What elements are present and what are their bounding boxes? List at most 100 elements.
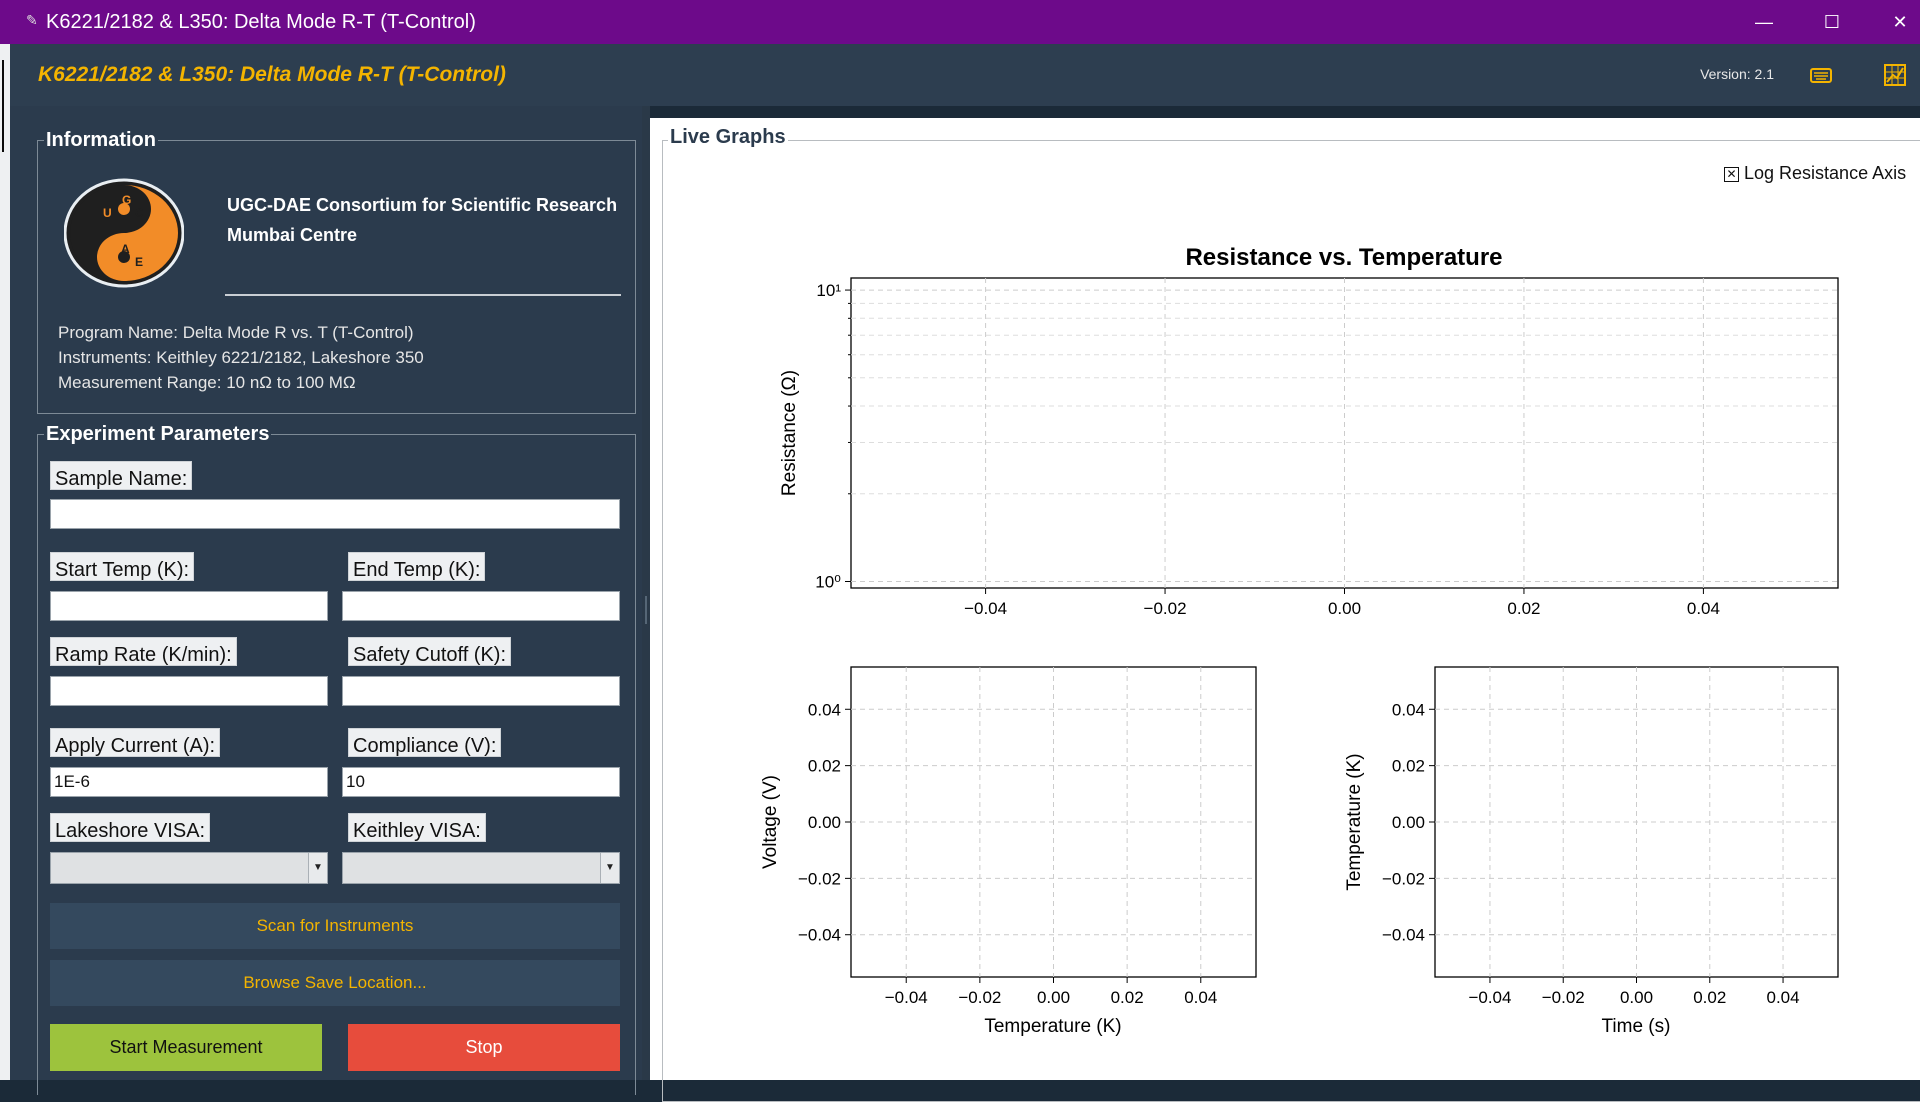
x-ticks: −0.04 −0.02 0.00 0.02 0.04 bbox=[1468, 977, 1800, 1007]
x-tick-label: −0.04 bbox=[964, 599, 1007, 618]
keyboard-icon[interactable] bbox=[1808, 62, 1834, 88]
resistance-temperature-chart: Resistance vs. Temperature −0.04 −0.02 0.0… bbox=[779, 244, 1839, 618]
lakeshore-visa-select[interactable]: ▼ bbox=[50, 852, 328, 884]
chart-title: Resistance vs. Temperature bbox=[1185, 244, 1502, 271]
y-tick-label: 0.00 bbox=[1392, 813, 1425, 832]
logo-letter-a: A bbox=[121, 242, 130, 256]
x-tick-label: 0.00 bbox=[1328, 599, 1361, 618]
org-name-line2: Mumbai Centre bbox=[227, 225, 358, 245]
end-temp-input[interactable] bbox=[342, 591, 620, 621]
y-tick-label: −0.04 bbox=[798, 926, 841, 945]
y-tick-label: 0.02 bbox=[808, 757, 841, 776]
chevron-down-icon[interactable]: ▼ bbox=[600, 853, 619, 883]
y-ticks: 10⁰ 10¹ bbox=[815, 281, 851, 592]
experiment-parameters-title: Experiment Parameters bbox=[44, 423, 272, 446]
y-tick-label: 0.04 bbox=[808, 700, 841, 719]
keithley-visa-label: Keithley VISA: bbox=[348, 813, 486, 842]
safety-cutoff-label: Safety Cutoff (K): bbox=[348, 637, 512, 666]
maximize-button[interactable]: ☐ bbox=[1823, 12, 1841, 32]
x-ticks: −0.04 −0.02 0.00 0.02 0.04 bbox=[964, 588, 1720, 618]
window-edge bbox=[0, 44, 10, 1080]
browse-save-location-button[interactable]: Browse Save Location... bbox=[50, 960, 620, 1006]
lakeshore-visa-label: Lakeshore VISA: bbox=[50, 813, 211, 842]
x-tick-label: 0.02 bbox=[1111, 988, 1144, 1007]
start-temp-input[interactable] bbox=[50, 591, 328, 621]
sample-name-input[interactable] bbox=[50, 499, 620, 529]
y-tick-label: −0.04 bbox=[1382, 926, 1425, 945]
chevron-down-icon[interactable]: ▼ bbox=[308, 853, 327, 883]
x-tick-label: 0.00 bbox=[1037, 988, 1070, 1007]
logo-letter-u: U bbox=[103, 206, 112, 220]
app-header: K6221/2182 & L350: Delta Mode R-T (T-Con… bbox=[10, 44, 1920, 106]
logo-letter-e: E bbox=[135, 255, 143, 269]
minimize-button[interactable]: — bbox=[1755, 12, 1773, 32]
edge-marker bbox=[2, 60, 4, 152]
x-tick-label: −0.02 bbox=[1542, 988, 1585, 1007]
log-resistance-label: Log Resistance Axis bbox=[1744, 163, 1907, 183]
start-measurement-button[interactable]: Start Measurement bbox=[50, 1024, 322, 1071]
info-divider bbox=[225, 294, 621, 296]
x-tick-label: −0.04 bbox=[1468, 988, 1511, 1007]
splitter-grip[interactable] bbox=[645, 596, 647, 624]
version-label: Version: 2.1 bbox=[1700, 66, 1774, 82]
compliance-input[interactable]: 10 bbox=[342, 767, 620, 797]
logo-letter-c: C bbox=[135, 206, 144, 220]
safety-cutoff-input[interactable] bbox=[342, 676, 620, 706]
close-button[interactable]: ✕ bbox=[1892, 12, 1908, 32]
x-tick-label: 0.04 bbox=[1687, 599, 1720, 618]
information-group: Information bbox=[37, 129, 636, 414]
x-axis-label: Time (s) bbox=[1602, 1016, 1671, 1037]
end-temp-label: End Temp (K): bbox=[348, 552, 486, 581]
x-tick-label: 0.04 bbox=[1184, 988, 1217, 1007]
y-tick-label: 10¹ bbox=[816, 281, 841, 300]
x-axis-label: Temperature (K) bbox=[984, 1016, 1121, 1037]
y-tick-label: −0.02 bbox=[1382, 869, 1425, 888]
program-name: Program Name: Delta Mode R vs. T (T-Cont… bbox=[58, 323, 414, 342]
ugc-dae-logo: G U C A D E bbox=[64, 178, 184, 288]
scan-instruments-button[interactable]: Scan for Instruments bbox=[50, 903, 620, 949]
apply-current-label: Apply Current (A): bbox=[50, 728, 221, 757]
apply-current-input[interactable]: 1E-6 bbox=[50, 767, 328, 797]
checkbox-check-icon[interactable]: ✕ bbox=[1724, 167, 1739, 182]
x-tick-label: 0.04 bbox=[1766, 988, 1799, 1007]
y-tick-label: 0.00 bbox=[808, 813, 841, 832]
live-graphs-title: Live Graphs bbox=[668, 126, 788, 149]
keithley-visa-select[interactable]: ▼ bbox=[342, 852, 620, 884]
y-axis-label: Temperature (K) bbox=[1344, 753, 1365, 890]
x-tick-label: 0.00 bbox=[1620, 988, 1653, 1007]
temperature-time-chart: −0.04 −0.02 0.00 0.02 0.04 0.04 0.02 0.00 −0.02… bbox=[1344, 666, 1839, 1037]
voltage-temperature-chart: −0.04 −0.02 0.00 0.02 0.04 0.04 0.02 0.00 −0.02… bbox=[760, 666, 1257, 1037]
x-tick-label: 0.02 bbox=[1507, 599, 1540, 618]
y-tick-label: 0.04 bbox=[1392, 700, 1425, 719]
y-ticks: 0.04 0.02 0.00 −0.02 −0.04 bbox=[798, 700, 851, 945]
measurement-range: Measurement Range: 10 nΩ to 100 MΩ bbox=[58, 373, 356, 392]
sample-name-label: Sample Name: bbox=[50, 461, 193, 490]
start-temp-label: Start Temp (K): bbox=[50, 552, 195, 581]
window-titlebar: ✎ K6221/2182 & L350: Delta Mode R-T (T-C… bbox=[0, 0, 1920, 44]
x-tick-label: −0.02 bbox=[958, 988, 1001, 1007]
y-tick-label: −0.02 bbox=[798, 869, 841, 888]
logo-letter-d: D bbox=[103, 255, 112, 269]
compliance-label: Compliance (V): bbox=[348, 728, 502, 757]
y-ticks: 0.04 0.02 0.00 −0.02 −0.04 bbox=[1382, 700, 1435, 945]
stop-button[interactable]: Stop bbox=[348, 1024, 620, 1071]
experiment-parameters-group: Experiment Parameters bbox=[37, 423, 636, 1095]
plot-icon[interactable] bbox=[1882, 62, 1908, 88]
app-title: K6221/2182 & L350: Delta Mode R-T (T-Con… bbox=[38, 63, 506, 86]
org-name-line1: UGC-DAE Consortium for Scientific Resear… bbox=[227, 195, 618, 215]
y-axis-label: Resistance (Ω) bbox=[779, 370, 800, 496]
information-title: Information bbox=[44, 129, 158, 152]
grid-lines bbox=[1435, 667, 1838, 977]
panel-splitter[interactable] bbox=[642, 106, 650, 1080]
y-axis-label: Voltage (V) bbox=[760, 775, 781, 869]
ramp-rate-input[interactable] bbox=[50, 676, 328, 706]
grid-lines bbox=[851, 278, 1838, 588]
x-tick-label: −0.02 bbox=[1144, 599, 1187, 618]
x-tick-label: −0.04 bbox=[885, 988, 928, 1007]
log-resistance-checkbox[interactable]: ✕ Log Resistance Axis bbox=[1724, 163, 1906, 184]
instruments-text: Instruments: Keithley 6221/2182, Lakesho… bbox=[58, 348, 424, 367]
window-title: K6221/2182 & L350: Delta Mode R-T (T-Con… bbox=[46, 11, 476, 33]
ramp-rate-label: Ramp Rate (K/min): bbox=[50, 637, 237, 666]
grid-lines bbox=[851, 667, 1256, 977]
